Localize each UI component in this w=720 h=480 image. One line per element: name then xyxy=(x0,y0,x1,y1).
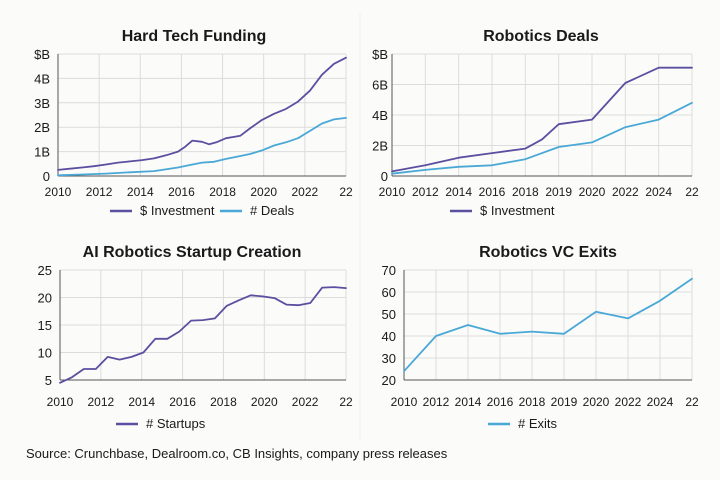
x-tick-label: 2014 xyxy=(445,185,472,199)
series-line-exits xyxy=(403,277,693,373)
x-tick-label: 2012 xyxy=(88,395,115,409)
x-tick-label: 2020 xyxy=(250,185,277,199)
legend-label: $ Investment xyxy=(140,203,215,218)
y-tick-label: 1B xyxy=(34,145,50,160)
x-tick-label: 2010 xyxy=(391,395,418,409)
y-tick-label: 30 xyxy=(382,351,396,366)
y-tick-label: 4B xyxy=(34,71,50,86)
series-line-unnamed xyxy=(391,101,693,175)
y-tick-label: 0 xyxy=(43,169,50,184)
x-tick-label: 2014 xyxy=(455,395,482,409)
chart-title: AI Robotics Startup Creation xyxy=(83,244,302,261)
series-line-deals xyxy=(57,117,347,177)
y-tick-label: 2B xyxy=(372,139,388,154)
x-tick-label: 2022 xyxy=(292,185,319,199)
chart-title: Robotics VC Exits xyxy=(479,244,617,261)
x-tick-label: 22 xyxy=(339,395,353,409)
x-tick-label: 22 xyxy=(685,185,699,199)
legend-label: $ Investment xyxy=(480,203,555,218)
x-tick-label: 2012 xyxy=(412,185,439,199)
legend-label: # Startups xyxy=(146,416,206,431)
y-tick-label: 70 xyxy=(382,263,396,278)
x-tick-label: 2018 xyxy=(210,395,237,409)
series-line-investment xyxy=(57,56,347,171)
series-line-startups xyxy=(59,286,347,384)
x-tick-label: 2010 xyxy=(47,395,74,409)
x-tick-label: 2018 xyxy=(209,185,236,199)
x-tick-label: 2012 xyxy=(423,395,450,409)
x-tick-label: 2010 xyxy=(45,185,72,199)
source-note: Source: Crunchbase, Dealroom.co, CB Insi… xyxy=(26,446,448,461)
y-tick-label: 40 xyxy=(382,329,396,344)
x-tick-label: 2022 xyxy=(612,185,639,199)
y-tick-label: 3B xyxy=(34,96,50,111)
y-tick-label: 6B xyxy=(372,78,388,93)
series-line-investment xyxy=(391,66,693,173)
x-tick-label: 22 xyxy=(339,185,353,199)
x-tick-label: 2010 xyxy=(379,185,406,199)
x-tick-label: 2024 xyxy=(645,185,672,199)
x-tick-label: 2012 xyxy=(86,185,113,199)
chart-title: Robotics Deals xyxy=(483,28,599,45)
x-tick-label: 2019 xyxy=(551,395,578,409)
x-tick-label: 2024 xyxy=(647,395,674,409)
x-tick-label: 2016 xyxy=(168,185,195,199)
y-tick-label: 0 xyxy=(381,169,388,184)
x-tick-label: 22 xyxy=(685,395,699,409)
x-tick-label: 2020 xyxy=(579,185,606,199)
y-tick-label: 25 xyxy=(38,263,52,278)
y-tick-label: 2B xyxy=(34,120,50,135)
y-tick-label: $B xyxy=(372,47,388,62)
y-tick-label: 15 xyxy=(38,318,52,333)
y-tick-label: 60 xyxy=(382,285,396,300)
x-tick-label: 2020 xyxy=(251,395,278,409)
x-tick-label: 2014 xyxy=(127,185,154,199)
x-tick-label: 2016 xyxy=(479,185,506,199)
legend-label: # Exits xyxy=(518,416,558,431)
chart-title: Hard Tech Funding xyxy=(122,28,267,45)
x-tick-label: 2018 xyxy=(519,395,546,409)
y-tick-label: 4B xyxy=(372,108,388,123)
y-tick-label: 20 xyxy=(38,291,52,306)
x-tick-label: 2014 xyxy=(128,395,155,409)
y-tick-label: 20 xyxy=(382,373,396,388)
y-tick-label: 10 xyxy=(38,346,52,361)
y-tick-label: 50 xyxy=(382,307,396,322)
y-tick-label: $B xyxy=(34,47,50,62)
legend-label: # Deals xyxy=(250,203,295,218)
y-tick-label: 5 xyxy=(45,373,52,388)
x-tick-label: 2020 xyxy=(583,395,610,409)
x-tick-label: 2016 xyxy=(169,395,196,409)
x-tick-label: 2018 xyxy=(512,185,539,199)
x-tick-label: 2016 xyxy=(487,395,514,409)
x-tick-label: 2022 xyxy=(292,395,319,409)
x-tick-label: 2022 xyxy=(615,395,642,409)
x-tick-label: 2019 xyxy=(545,185,572,199)
